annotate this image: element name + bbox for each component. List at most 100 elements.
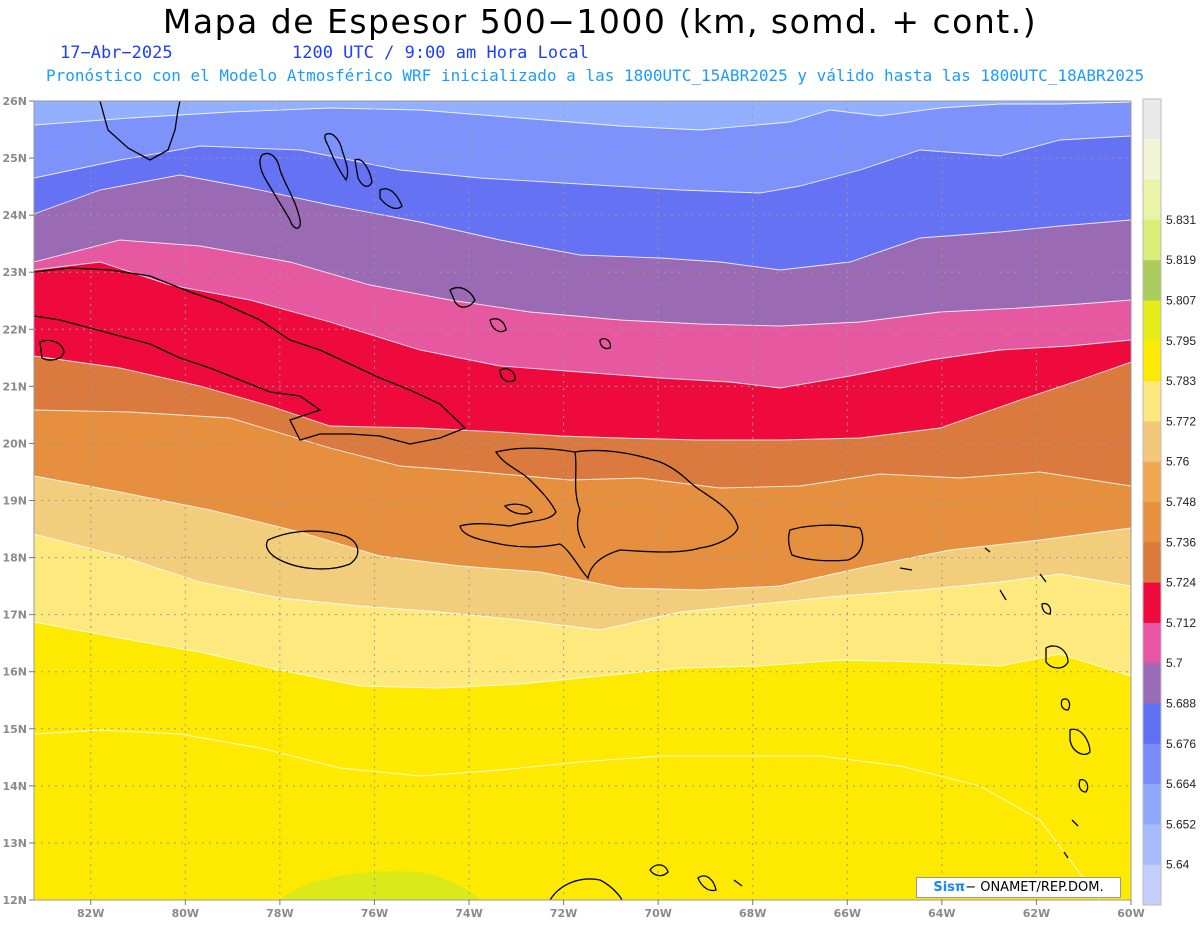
colorbar-swatch (1143, 743, 1161, 785)
thickness-band (280, 871, 480, 900)
lat-tick-label: 15N (2, 723, 27, 736)
coastline (1069, 728, 1091, 755)
colorbar-label: 5.724 (1166, 576, 1196, 590)
lon-tick-label: 78W (266, 907, 293, 920)
sispi-logo: Sisπ (933, 880, 966, 895)
colorbar-swatch (1143, 139, 1161, 181)
colorbar-swatch (1143, 622, 1161, 664)
colorbar-swatch (1143, 663, 1161, 704)
coastline (549, 878, 623, 900)
forecast-time: 1200 UTC / 9:00 am Hora Local (292, 43, 589, 63)
lon-tick-label: 74W (455, 907, 482, 920)
coastline (574, 451, 586, 549)
lon-tick-label: 66W (834, 907, 861, 920)
colorbar-label: 5.652 (1166, 817, 1196, 831)
lat-tick-label: 14N (2, 780, 27, 793)
map-title: Mapa de Espesor 500−1000 (km, somd. + co… (162, 2, 1038, 41)
lat-tick-label: 17N (2, 609, 27, 622)
credit-badge: Sisπ− ONAMET/REP.DOM. (916, 877, 1121, 898)
coastline (99, 101, 181, 161)
forecast-subtitle: Pronóstico con el Modelo Atmosférico WRF… (46, 66, 1145, 85)
thickness-contour (34, 101, 1131, 131)
lat-tick-label: 21N (2, 380, 27, 393)
lon-tick-label: 60W (1117, 907, 1144, 920)
colorbar-swatch (1143, 260, 1161, 301)
thickness-contour (34, 355, 1131, 441)
colorbar-swatch (1143, 219, 1161, 261)
lon-tick-label: 70W (644, 907, 671, 920)
colorbar-label: 5.712 (1166, 616, 1196, 630)
colorbar-frame (1142, 98, 1162, 906)
thickness-band (34, 730, 1131, 900)
lat-tick-label: 26N (2, 95, 27, 108)
thickness-contour (34, 174, 1131, 271)
lon-tick-label: 72W (550, 907, 577, 920)
thickness-bands (34, 101, 1131, 900)
coastline (984, 547, 991, 553)
lat-tick-label: 12N (2, 894, 27, 907)
thickness-contour (34, 135, 1131, 194)
lat-tick-label: 16N (2, 666, 27, 679)
lon-tick-label: 80W (172, 907, 199, 920)
colorbar-label: 5.688 (1166, 697, 1196, 711)
coastline (1078, 779, 1089, 793)
coastline (499, 368, 516, 383)
lat-tick-label: 25N (2, 152, 27, 165)
thickness-contour (34, 239, 1131, 327)
credit-org: − ONAMET/REP.DOM. (965, 880, 1104, 895)
colorbar-label: 5.664 (1166, 777, 1196, 791)
colorbar-label: 5.807 (1166, 294, 1196, 308)
coastline (39, 339, 65, 361)
lon-tick-label: 62W (1023, 907, 1050, 920)
thickness-contour (34, 409, 1131, 489)
colorbar-swatch (1143, 864, 1161, 906)
colorbar-swatch (1143, 824, 1161, 866)
lon-tick-label: 68W (739, 907, 766, 920)
coastline (459, 447, 739, 580)
coastline (1063, 851, 1069, 859)
coastline (599, 338, 612, 350)
colorbar-swatch (1143, 542, 1161, 584)
colorbar-label: 5.76 (1166, 455, 1190, 469)
lat-tick-label: 24N (2, 209, 27, 222)
coastline (259, 152, 301, 229)
coastline (1045, 645, 1069, 669)
lon-tick-label: 82W (77, 907, 104, 920)
thickness-contour (34, 261, 1131, 389)
longitude-axis: 82W 80W 78W 76W 74W 72W 70W 68W 66W 64W 62W 60W (77, 900, 1145, 920)
colorbar-label: 5.819 (1166, 253, 1196, 267)
colorbar-swatch (1143, 381, 1161, 422)
colorbar-label: 5.7 (1166, 656, 1183, 670)
lat-tick-label: 20N (2, 437, 27, 450)
lat-tick-label: 19N (2, 495, 27, 508)
coastline (449, 286, 476, 308)
coastline (489, 318, 507, 333)
lat-tick-label: 22N (2, 323, 27, 336)
coastline (733, 879, 743, 887)
colorbar-swatch (1143, 179, 1161, 221)
forecast-date: 17−Abr−2025 (60, 43, 173, 63)
colorbar-swatch (1143, 461, 1161, 503)
colorbar-swatch (1143, 703, 1161, 745)
colorbar-label: 5.64 (1166, 858, 1190, 872)
coastline (1041, 602, 1052, 615)
coastline (899, 567, 913, 571)
colorbar-label: 5.676 (1166, 737, 1196, 751)
colorbar-swatch (1143, 99, 1161, 140)
lon-tick-label: 76W (361, 907, 388, 920)
coastline (1071, 819, 1079, 827)
coastline (34, 267, 467, 445)
coastline (324, 133, 349, 182)
colorbar-swatch (1143, 300, 1161, 342)
thickness-contour (34, 475, 1131, 591)
lon-tick-label: 64W (928, 907, 955, 920)
colorbar: 5.64 5.652 5.664 5.676 5.688 5.7 5.712 5.724 5.7… (1142, 98, 1196, 906)
colorbar-label: 5.772 (1166, 414, 1196, 428)
coastline (354, 158, 373, 187)
colorbar-label: 5.736 (1166, 535, 1196, 549)
coastline (379, 188, 403, 210)
colorbar-label: 5.748 (1166, 495, 1196, 509)
colorbar-label: 5.795 (1166, 334, 1196, 348)
colorbar-label: 5.831 (1166, 213, 1196, 227)
